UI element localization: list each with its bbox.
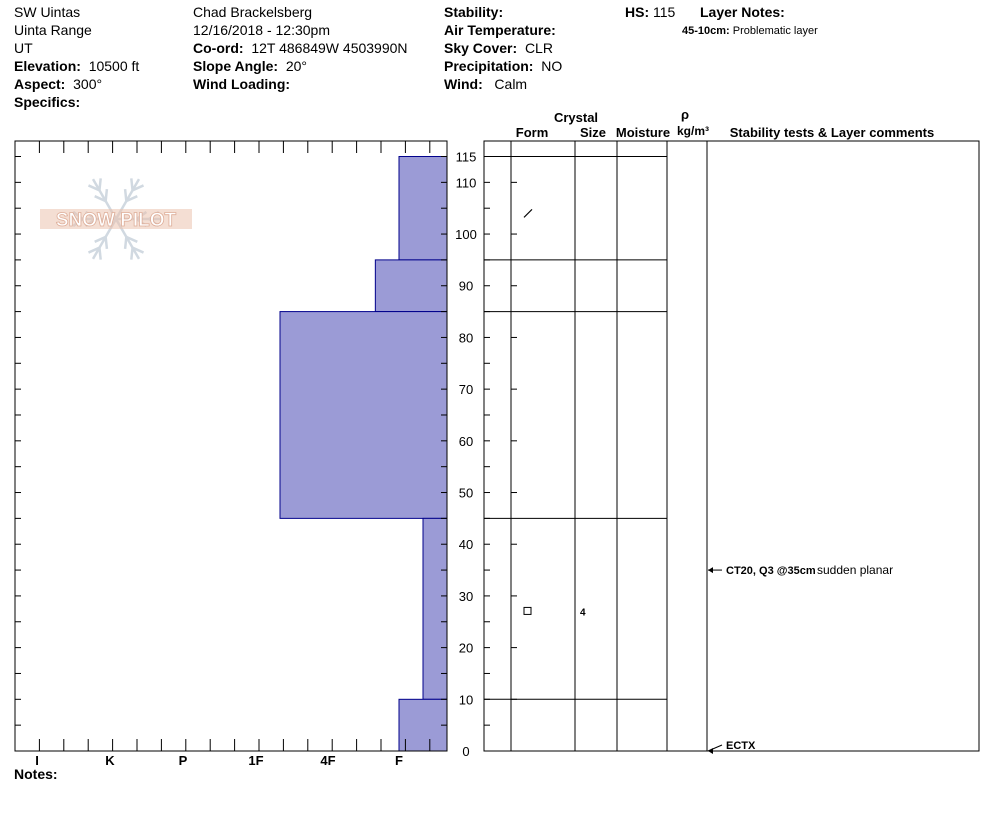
depth-tick-label: 40 <box>459 537 473 552</box>
crystal-columns: 4 <box>483 140 980 752</box>
hardness-layer <box>398 156 448 261</box>
depth-tick-label: 30 <box>459 589 473 604</box>
layer-notes-label: Layer Notes: <box>700 4 785 20</box>
elevation: Elevation: 10500 ft <box>14 58 140 74</box>
hardness-scale-label: 4F <box>320 753 335 768</box>
moisture-header: Moisture <box>616 125 670 140</box>
snowpilot-logo: SNOW PILOT <box>40 178 192 260</box>
range-name: SW Uintas <box>14 4 81 20</box>
depth-tick-label: 115 <box>456 150 477 165</box>
stability-tests: CT20, Q3 @35cm sudden planar ECTX <box>707 563 893 754</box>
size-header: Size <box>580 125 606 140</box>
new-snow-icon <box>523 208 533 218</box>
sub-range: Uinta Range <box>14 22 92 38</box>
notes: Notes: <box>14 766 58 782</box>
hardness-scale-label: K <box>105 753 115 768</box>
stability: Stability: <box>444 4 504 20</box>
test-comment: sudden planar <box>817 563 893 577</box>
arrow-head-icon <box>708 748 713 754</box>
hardness-plot: I K P 1F 4F F 0 10 20 30 40 50 60 70 80 90 100 110 115 <box>14 140 490 768</box>
depth-tick-label: 60 <box>459 434 473 449</box>
logo-text: SNOW PILOT <box>56 210 177 231</box>
depth-tick-label: 50 <box>459 486 473 501</box>
column-headers: Crystal Form Size Moisture ρ kg/m³ Stabi… <box>516 107 934 140</box>
hardness-scale-label: 1F <box>248 753 263 768</box>
hardness-layer <box>398 698 448 752</box>
hardness-scale-label: I <box>35 753 39 768</box>
observer: Chad Brackelsberg <box>193 4 313 20</box>
depth-tick-label: 80 <box>459 330 473 345</box>
coord: Co-ord: 12T 486849W 4503990N <box>193 40 408 56</box>
rho-units-header: kg/m³ <box>677 124 709 138</box>
depth-tick-label: 70 <box>459 382 473 397</box>
wind-loading: Wind Loading: <box>193 76 291 92</box>
hardness-scale-label: F <box>395 753 403 768</box>
depth-tick-label: 100 <box>455 227 477 242</box>
header-hs: HS: 115 <box>625 4 676 20</box>
state: UT <box>14 40 33 56</box>
header-observation: Chad Brackelsberg 12/16/2018 - 12:30pm C… <box>193 3 408 93</box>
precipitation: Precipitation: NO <box>444 58 563 74</box>
header-location: SW Uintas Uinta Range UT Elevation: 1050… <box>14 3 139 111</box>
wind: Wind: Calm <box>444 76 528 92</box>
form-header: Form <box>516 125 549 140</box>
hardness-layer <box>374 259 448 313</box>
rho-header: ρ <box>681 107 689 122</box>
crystal-header: Crystal <box>554 110 598 125</box>
header-conditions: Stability: Air Temperature: Sky Cover: C… <box>444 3 562 93</box>
crystal-size: 4 <box>580 607 586 618</box>
depth-tick-label: 0 <box>462 744 469 759</box>
arrow-head-icon <box>708 567 713 574</box>
hardness-scale-label: P <box>179 753 188 768</box>
hardness-layer <box>279 311 448 519</box>
slope-angle: Slope Angle: 20° <box>193 58 307 74</box>
faceted-crystal-icon <box>523 606 532 615</box>
air-temperature: Air Temperature: <box>444 22 556 38</box>
depth-tick-label: 90 <box>459 279 473 294</box>
test-code: ECTX <box>726 740 756 752</box>
layer-note: 45-10cm: Problematic layer <box>682 25 818 37</box>
depth-tick-label: 20 <box>459 641 473 656</box>
datetime: 12/16/2018 - 12:30pm <box>193 22 330 38</box>
aspect: Aspect: 300° <box>14 76 103 92</box>
hardness-layer <box>422 517 448 700</box>
stability-header: Stability tests & Layer comments <box>730 125 934 140</box>
test-code: CT20, Q3 @35cm <box>726 565 816 577</box>
sky-cover: Sky Cover: CLR <box>444 40 553 56</box>
specifics: Specifics: <box>14 94 81 110</box>
hs-value: 115 <box>653 4 676 20</box>
depth-tick-label: 110 <box>456 175 477 190</box>
depth-tick-label: 10 <box>459 692 473 707</box>
